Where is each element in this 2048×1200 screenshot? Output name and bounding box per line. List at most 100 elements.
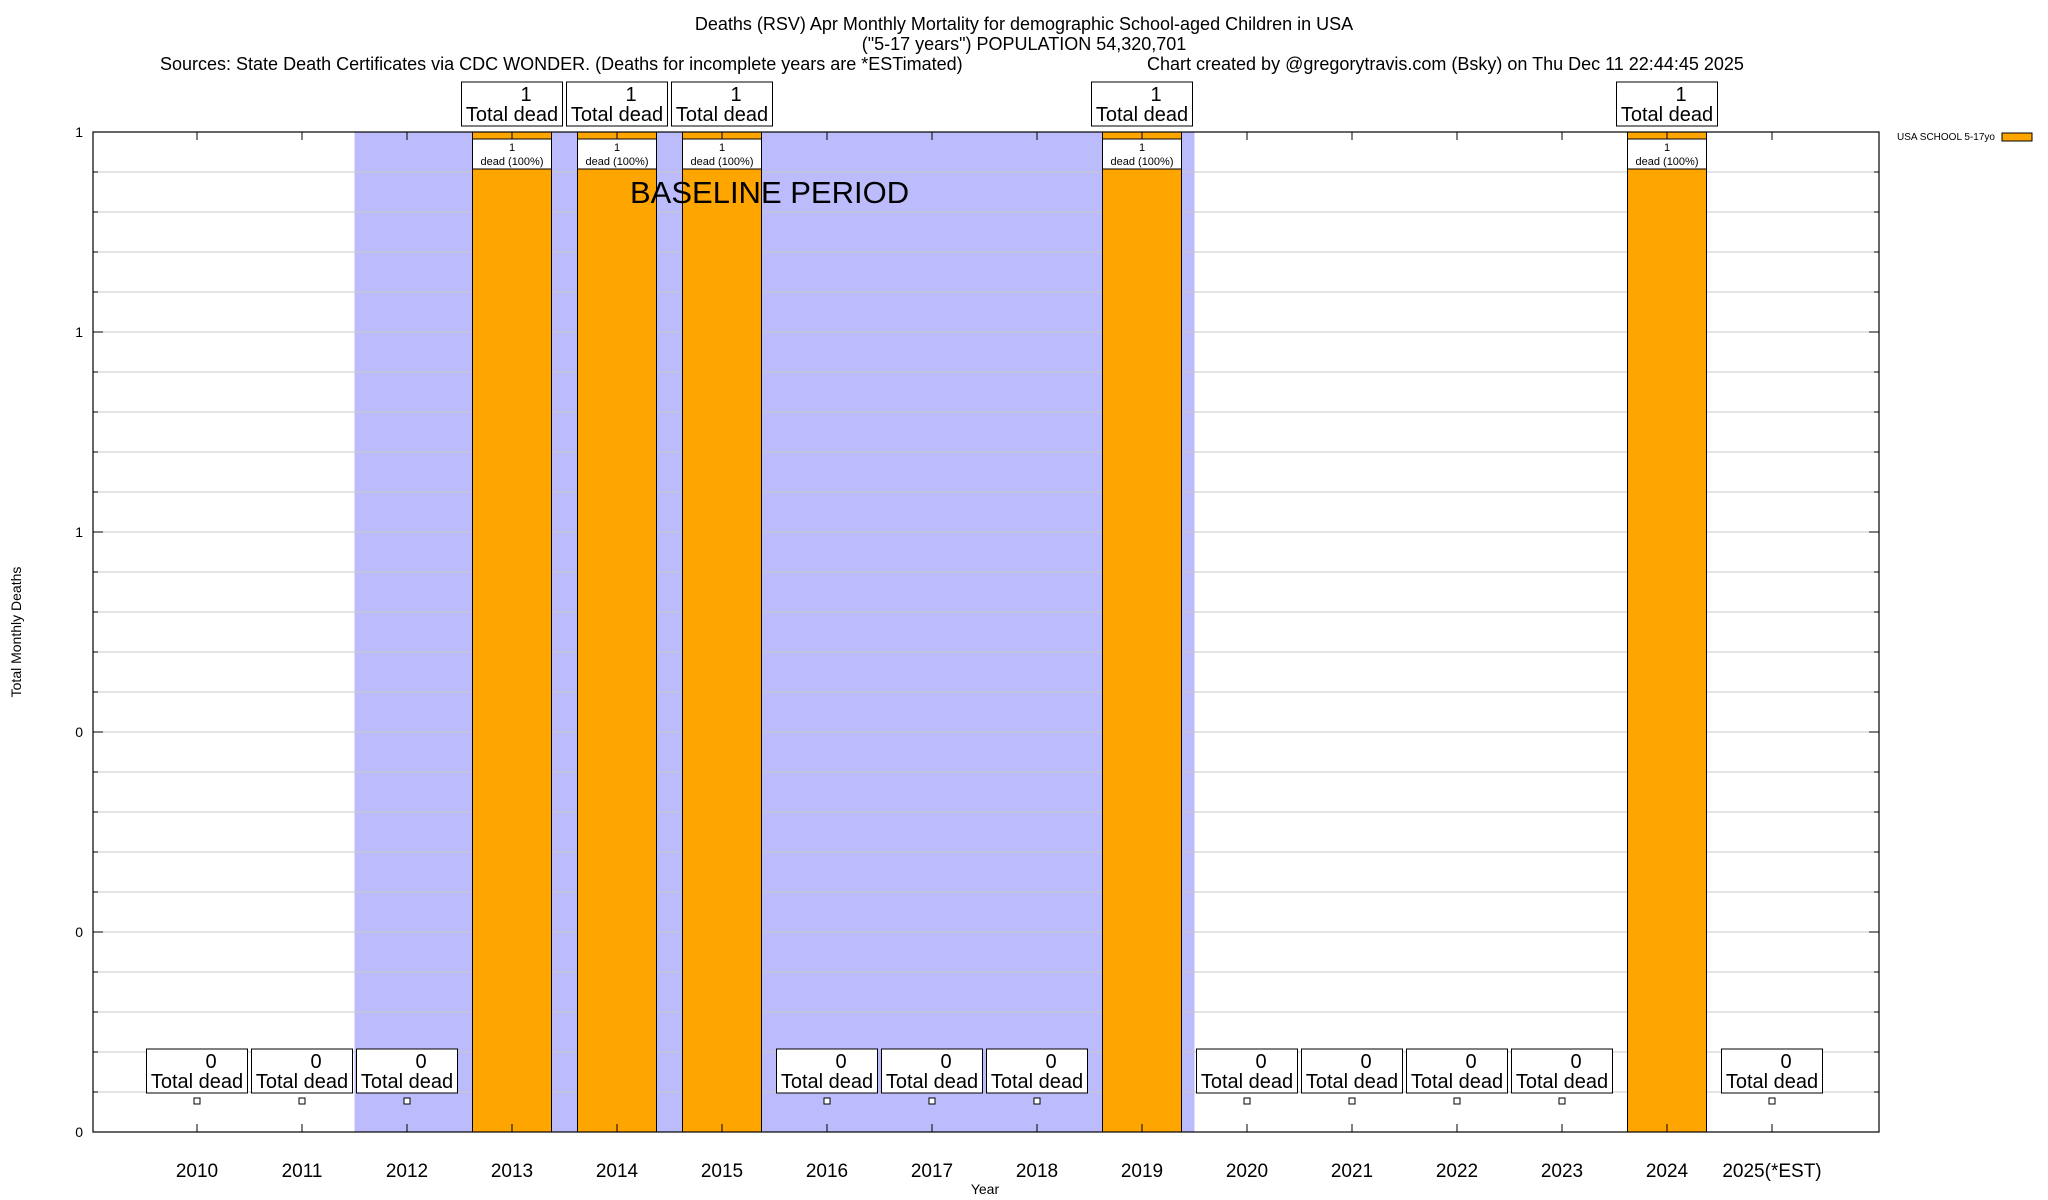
- total-label-count: 1: [1150, 84, 1161, 106]
- y-tick-label: 1: [75, 124, 83, 140]
- total-label-box: [461, 81, 563, 127]
- total-label-box: [776, 1048, 878, 1094]
- total-label-text: Total dead: [1096, 104, 1188, 126]
- baseline-label: BASELINE PERIOD: [630, 175, 909, 210]
- bar: [1627, 131, 1707, 1133]
- total-label-text: Total dead: [676, 104, 768, 126]
- x-tick-label: 2020: [1226, 1161, 1268, 1182]
- total-label-text: Total dead: [781, 1071, 873, 1093]
- bar-label-text: dead (100%): [1636, 156, 1699, 168]
- total-label-text: Total dead: [1726, 1071, 1818, 1093]
- y-tick-label: 0: [75, 724, 83, 740]
- total-label-box: [671, 81, 773, 127]
- total-label-box: [1616, 81, 1718, 127]
- total-label-box: [1196, 1048, 1298, 1094]
- y-tick-label: 1: [75, 324, 83, 340]
- x-tick-label: 2011: [282, 1161, 323, 1182]
- zero-marker: [1243, 1097, 1251, 1105]
- zero-marker: [823, 1097, 831, 1105]
- x-tick-label: 2010: [176, 1161, 218, 1182]
- total-label-count: 0: [1465, 1051, 1476, 1073]
- total-label-text: Total dead: [1411, 1071, 1503, 1093]
- y-axis-label: Total Monthly Deaths: [8, 567, 24, 698]
- total-label-count: 0: [1360, 1051, 1371, 1073]
- total-label-count: 1: [1675, 84, 1686, 106]
- bar-label-text: dead (100%): [691, 156, 754, 168]
- zero-marker: [1348, 1097, 1356, 1105]
- y-tick-label: 0: [75, 924, 83, 940]
- total-label-count: 1: [625, 84, 636, 106]
- total-label-box: [566, 81, 668, 127]
- bar-label-box: [472, 138, 552, 170]
- total-label-text: Total dead: [571, 104, 663, 126]
- x-axis-label: Year: [971, 1181, 1000, 1197]
- total-label-box: [1406, 1048, 1508, 1094]
- legend-label: USA SCHOOL 5-17yo: [1897, 132, 1995, 143]
- x-tick-label: 2023: [1541, 1161, 1583, 1182]
- x-tick-label: 2012: [386, 1161, 428, 1182]
- total-label-text: Total dead: [1201, 1071, 1293, 1093]
- bar: [472, 131, 552, 1133]
- total-label-count: 1: [520, 84, 531, 106]
- zero-marker: [1558, 1097, 1566, 1105]
- total-label-text: Total dead: [466, 104, 558, 126]
- total-label-box: [1511, 1048, 1613, 1094]
- plot-frame: [92, 131, 1880, 1133]
- total-label-count: 0: [310, 1051, 321, 1073]
- total-label-count: 0: [940, 1051, 951, 1073]
- bar: [682, 131, 762, 1133]
- x-tick-label: 2022: [1436, 1161, 1478, 1182]
- bar: [577, 131, 657, 1133]
- bar-label-text: dead (100%): [1111, 156, 1174, 168]
- bar-label-text: dead (100%): [586, 156, 649, 168]
- zero-marker: [1768, 1097, 1776, 1105]
- x-tick-label: 2025(*EST): [1722, 1161, 1821, 1182]
- total-label-box: [1721, 1048, 1823, 1094]
- chart-title: Deaths (RSV) Apr Monthly Mortality for d…: [694, 14, 1354, 34]
- total-label-text: Total dead: [886, 1071, 978, 1093]
- y-tick-label: 1: [75, 524, 83, 540]
- total-label-text: Total dead: [256, 1071, 348, 1093]
- total-label-count: 0: [1780, 1051, 1791, 1073]
- x-tick-label: 2018: [1016, 1161, 1058, 1182]
- legend-swatch: [2001, 132, 2033, 142]
- total-label-box: [1301, 1048, 1403, 1094]
- total-label-box: [251, 1048, 353, 1094]
- total-label-text: Total dead: [1306, 1071, 1398, 1093]
- total-label-box: [1091, 81, 1193, 127]
- total-label-box: [986, 1048, 1088, 1094]
- total-label-count: 0: [205, 1051, 216, 1073]
- total-label-count: 0: [1570, 1051, 1581, 1073]
- total-label-count: 0: [835, 1051, 846, 1073]
- zero-marker: [193, 1097, 201, 1105]
- zero-marker: [928, 1097, 936, 1105]
- total-label-text: Total dead: [151, 1071, 243, 1093]
- total-label-count: 0: [415, 1051, 426, 1073]
- total-label-box: [146, 1048, 248, 1094]
- x-tick-label: 2014: [596, 1161, 639, 1182]
- x-tick-label: 2013: [491, 1161, 533, 1182]
- x-tick-label: 2017: [911, 1161, 953, 1182]
- bar-label-box: [1102, 138, 1182, 170]
- chart-sources: Sources: State Death Certificates via CD…: [160, 54, 963, 74]
- bar-label-box: [577, 138, 657, 170]
- y-tick-label: 0: [75, 1124, 83, 1140]
- total-label-text: Total dead: [361, 1071, 453, 1093]
- total-label-count: 0: [1255, 1051, 1266, 1073]
- total-label-box: [881, 1048, 983, 1094]
- x-tick-label: 2021: [1331, 1161, 1373, 1182]
- bar-label-box: [1627, 138, 1707, 170]
- total-label-count: 1: [730, 84, 741, 106]
- bar-label-count: 1: [614, 142, 620, 154]
- bar-label-count: 1: [509, 142, 515, 154]
- x-tick-label: 2015: [701, 1161, 743, 1182]
- chart-credit: Chart created by @gregorytravis.com (Bsk…: [1147, 54, 1744, 74]
- total-label-text: Total dead: [1516, 1071, 1608, 1093]
- total-label-text: Total dead: [991, 1071, 1083, 1093]
- bar-label-count: 1: [719, 142, 725, 154]
- chart-subtitle: ("5-17 years") POPULATION 54,320,701: [861, 34, 1187, 54]
- x-tick-label: 2019: [1121, 1161, 1163, 1182]
- zero-marker: [1033, 1097, 1041, 1105]
- total-label-text: Total dead: [1621, 104, 1713, 126]
